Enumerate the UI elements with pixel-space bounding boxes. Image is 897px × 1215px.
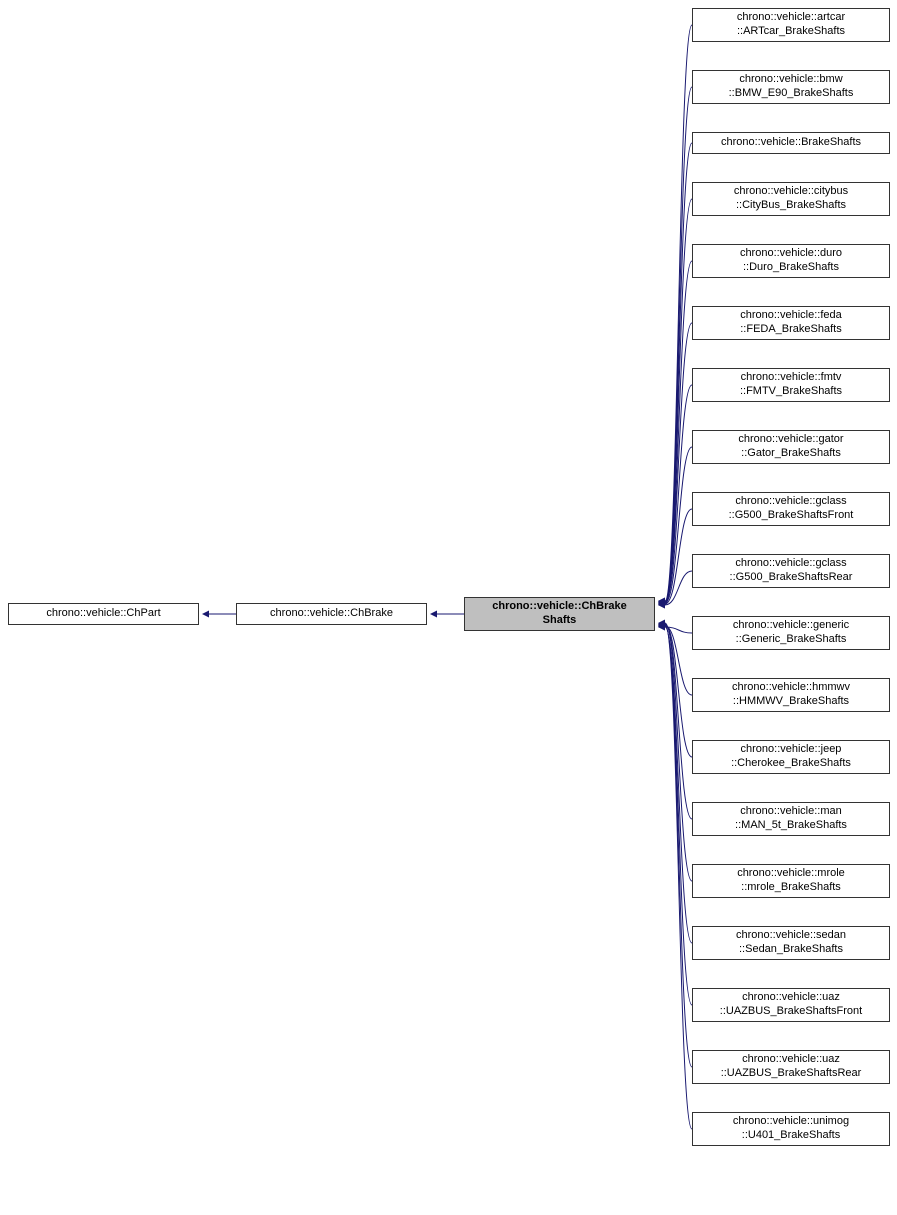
node-label: chrono::vehicle::hmmwv ::HMMWV_BrakeShaf… — [732, 681, 850, 709]
node-citybus[interactable]: chrono::vehicle::citybus ::CityBus_Brake… — [692, 182, 890, 216]
node-brakeshafts[interactable]: chrono::vehicle::BrakeShafts — [692, 132, 890, 154]
node-label: chrono::vehicle::bmw ::BMW_E90_BrakeShaf… — [729, 73, 854, 101]
node-man[interactable]: chrono::vehicle::man ::MAN_5t_BrakeShaft… — [692, 802, 890, 836]
node-unimog[interactable]: chrono::vehicle::unimog ::U401_BrakeShaf… — [692, 1112, 890, 1146]
node-chbrakeshafts[interactable]: chrono::vehicle::ChBrake Shafts — [464, 597, 655, 631]
node-label: chrono::vehicle::uaz ::UAZBUS_BrakeShaft… — [721, 1053, 862, 1081]
node-duro[interactable]: chrono::vehicle::duro ::Duro_BrakeShafts — [692, 244, 890, 278]
node-label: chrono::vehicle::unimog ::U401_BrakeShaf… — [733, 1115, 849, 1143]
node-label: chrono::vehicle::mrole ::mrole_BrakeShaf… — [737, 867, 845, 895]
node-chbrake[interactable]: chrono::vehicle::ChBrake — [236, 603, 427, 625]
node-label: chrono::vehicle::sedan ::Sedan_BrakeShaf… — [736, 929, 846, 957]
node-label: chrono::vehicle::jeep ::Cherokee_BrakeSh… — [731, 743, 851, 771]
node-gator[interactable]: chrono::vehicle::gator ::Gator_BrakeShaf… — [692, 430, 890, 464]
node-label: chrono::vehicle::ChBrake — [270, 607, 393, 621]
node-label: chrono::vehicle::gclass ::G500_BrakeShaf… — [730, 557, 853, 585]
node-uazbus-front[interactable]: chrono::vehicle::uaz ::UAZBUS_BrakeShaft… — [692, 988, 890, 1022]
node-g500-front[interactable]: chrono::vehicle::gclass ::G500_BrakeShaf… — [692, 492, 890, 526]
node-label: chrono::vehicle::feda ::FEDA_BrakeShafts — [740, 309, 842, 337]
node-label: chrono::vehicle::ChPart — [46, 607, 160, 621]
node-bmw[interactable]: chrono::vehicle::bmw ::BMW_E90_BrakeShaf… — [692, 70, 890, 104]
node-label: chrono::vehicle::gclass ::G500_BrakeShaf… — [729, 495, 854, 523]
node-feda[interactable]: chrono::vehicle::feda ::FEDA_BrakeShafts — [692, 306, 890, 340]
node-g500-rear[interactable]: chrono::vehicle::gclass ::G500_BrakeShaf… — [692, 554, 890, 588]
node-label: chrono::vehicle::ChBrake Shafts — [492, 600, 626, 628]
node-chpart[interactable]: chrono::vehicle::ChPart — [8, 603, 199, 625]
node-label: chrono::vehicle::man ::MAN_5t_BrakeShaft… — [735, 805, 847, 833]
node-jeep[interactable]: chrono::vehicle::jeep ::Cherokee_BrakeSh… — [692, 740, 890, 774]
node-label: chrono::vehicle::duro ::Duro_BrakeShafts — [740, 247, 842, 275]
node-label: chrono::vehicle::artcar ::ARTcar_BrakeSh… — [737, 11, 845, 39]
node-hmmwv[interactable]: chrono::vehicle::hmmwv ::HMMWV_BrakeShaf… — [692, 678, 890, 712]
node-label: chrono::vehicle::citybus ::CityBus_Brake… — [734, 185, 848, 213]
node-sedan[interactable]: chrono::vehicle::sedan ::Sedan_BrakeShaf… — [692, 926, 890, 960]
node-uazbus-rear[interactable]: chrono::vehicle::uaz ::UAZBUS_BrakeShaft… — [692, 1050, 890, 1084]
node-generic[interactable]: chrono::vehicle::generic ::Generic_Brake… — [692, 616, 890, 650]
node-fmtv[interactable]: chrono::vehicle::fmtv ::FMTV_BrakeShafts — [692, 368, 890, 402]
node-label: chrono::vehicle::fmtv ::FMTV_BrakeShafts — [740, 371, 842, 399]
node-mrole[interactable]: chrono::vehicle::mrole ::mrole_BrakeShaf… — [692, 864, 890, 898]
node-label: chrono::vehicle::BrakeShafts — [721, 136, 861, 150]
node-label: chrono::vehicle::gator ::Gator_BrakeShaf… — [738, 433, 843, 461]
node-label: chrono::vehicle::generic ::Generic_Brake… — [733, 619, 849, 647]
node-artcar[interactable]: chrono::vehicle::artcar ::ARTcar_BrakeSh… — [692, 8, 890, 42]
node-label: chrono::vehicle::uaz ::UAZBUS_BrakeShaft… — [720, 991, 862, 1019]
